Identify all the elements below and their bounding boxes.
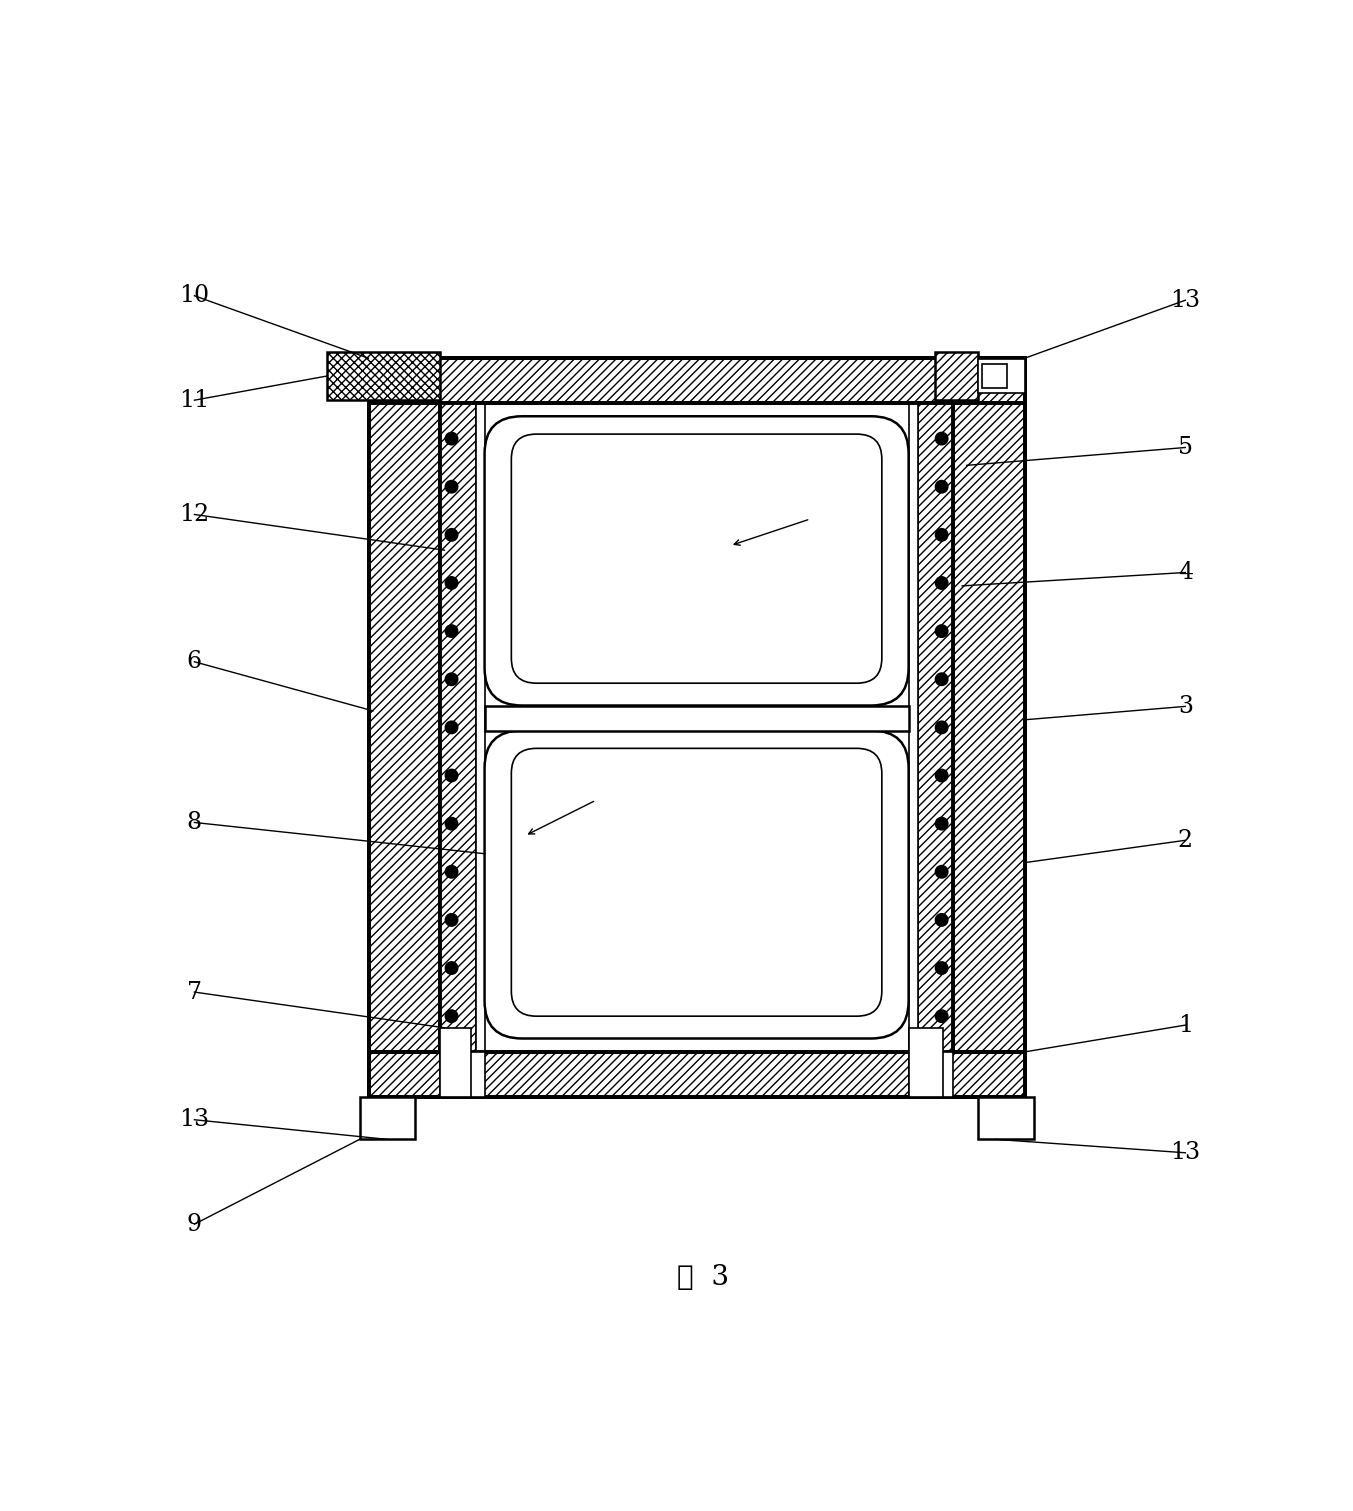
Text: 9: 9 xyxy=(187,1213,202,1236)
FancyBboxPatch shape xyxy=(484,416,909,706)
Text: 4: 4 xyxy=(1178,561,1193,583)
Circle shape xyxy=(935,914,948,926)
Circle shape xyxy=(445,529,457,541)
Text: 13: 13 xyxy=(180,1108,210,1132)
Bar xyxy=(935,352,978,400)
Circle shape xyxy=(445,866,457,878)
Circle shape xyxy=(935,432,948,444)
Bar xyxy=(476,403,484,1052)
Bar xyxy=(909,1052,954,1097)
Text: 12: 12 xyxy=(180,503,210,526)
Bar xyxy=(954,403,1024,1052)
Bar xyxy=(440,1052,484,1097)
Bar xyxy=(368,358,1024,403)
Circle shape xyxy=(935,963,948,975)
FancyBboxPatch shape xyxy=(511,748,882,1017)
Text: 8: 8 xyxy=(187,811,202,834)
Bar xyxy=(368,1052,1024,1097)
Circle shape xyxy=(935,769,948,781)
Circle shape xyxy=(445,963,457,975)
Text: 13: 13 xyxy=(1170,1141,1200,1165)
Text: 7: 7 xyxy=(187,981,202,1003)
FancyBboxPatch shape xyxy=(511,434,882,683)
Circle shape xyxy=(935,1009,948,1023)
Text: 13: 13 xyxy=(1170,289,1200,311)
Circle shape xyxy=(935,866,948,878)
Circle shape xyxy=(935,672,948,686)
Circle shape xyxy=(935,529,948,541)
Circle shape xyxy=(445,769,457,781)
Text: 1: 1 xyxy=(1178,1014,1193,1037)
Text: 11: 11 xyxy=(180,388,210,411)
FancyBboxPatch shape xyxy=(484,730,909,1038)
Text: 2: 2 xyxy=(1178,830,1193,852)
Text: 3: 3 xyxy=(1178,695,1193,718)
Bar xyxy=(440,403,476,1052)
Bar xyxy=(917,403,954,1052)
Bar xyxy=(440,1027,471,1097)
Circle shape xyxy=(445,577,457,589)
Circle shape xyxy=(445,817,457,830)
Bar xyxy=(982,364,1008,388)
Circle shape xyxy=(445,626,457,638)
Text: 10: 10 xyxy=(180,284,210,307)
Bar xyxy=(978,1097,1034,1139)
Bar xyxy=(326,352,440,400)
Circle shape xyxy=(445,432,457,444)
Bar xyxy=(909,1027,943,1097)
Text: 图  3: 图 3 xyxy=(678,1265,729,1292)
Circle shape xyxy=(935,480,948,493)
Circle shape xyxy=(935,577,948,589)
Bar xyxy=(909,403,917,1052)
Circle shape xyxy=(935,721,948,734)
Text: 5: 5 xyxy=(1178,437,1193,459)
Circle shape xyxy=(445,1009,457,1023)
Circle shape xyxy=(445,721,457,734)
Bar xyxy=(368,403,440,1052)
Circle shape xyxy=(445,672,457,686)
Bar xyxy=(978,360,1024,393)
Circle shape xyxy=(935,817,948,830)
Text: 6: 6 xyxy=(187,650,202,674)
Bar xyxy=(360,1097,415,1139)
Circle shape xyxy=(935,626,948,638)
Circle shape xyxy=(445,914,457,926)
Circle shape xyxy=(445,480,457,493)
Bar xyxy=(484,706,909,730)
